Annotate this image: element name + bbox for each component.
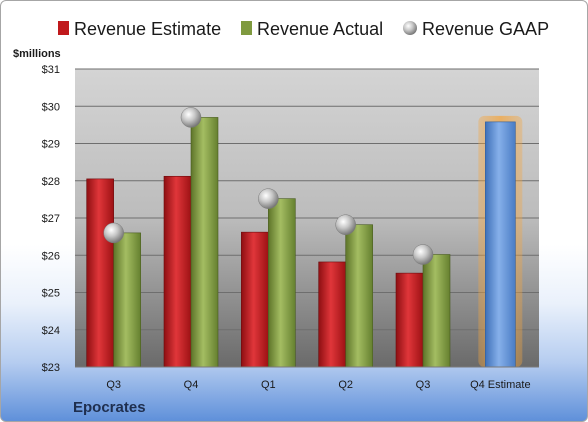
y-tick-label: $29 [42,139,60,151]
bar-revenue-estimate [163,175,192,368]
marker-revenue-gaap [103,222,124,244]
legend-label-estimate: Revenue Estimate [74,19,221,39]
y-tick-label: $23 [42,362,60,374]
bar-revenue-estimate [86,178,114,368]
legend-label-gaap: Revenue GAAP [422,19,549,39]
bar-revenue-actual [422,254,451,368]
x-tick-label: Q2 [338,379,353,391]
gaap-markers [103,107,434,265]
legend-swatch-actual [241,21,252,35]
company-name: Epocrates [73,399,146,416]
bar-revenue-estimate [318,261,346,368]
bar-revenue-actual [268,198,296,368]
bar-revenue-forecast [485,121,516,368]
x-tick-label: Q3 [416,379,431,391]
bar-revenue-actual [345,224,373,368]
bars [86,115,523,368]
y-tick-label: $26 [42,250,60,262]
legend-item-actual: Revenue Actual [241,19,383,39]
legend-item-gaap: Revenue GAAP [403,19,549,39]
legend-item-estimate: Revenue Estimate [58,19,221,39]
bar-revenue-actual [113,232,141,368]
y-tick-label: $24 [42,325,60,337]
legend-swatch-estimate [58,21,69,35]
marker-revenue-gaap [412,244,434,265]
bar-revenue-actual [190,117,219,368]
x-axis: Q3 Q4 Q1 Q2 Q3 Q4 Estimate [106,379,530,391]
x-tick-label: Q4 Estimate [470,379,531,391]
legend: Revenue Estimate Revenue Actual Revenue … [58,19,549,39]
marker-revenue-gaap [258,188,279,209]
y-axis-unit-label: $millions [13,48,61,60]
bar-revenue-estimate [395,272,424,368]
bar-revenue-estimate [241,231,269,368]
legend-label-actual: Revenue Actual [257,19,383,39]
y-tick-label: $28 [42,176,60,188]
x-tick-label: Q1 [261,379,276,391]
marker-revenue-gaap [180,107,202,128]
x-tick-label: Q4 [184,379,199,391]
marker-revenue-gaap [335,214,356,235]
y-axis: $23 $24 $25 $26 $27 $28 $29 $30 $31 [42,64,60,374]
y-tick-label: $25 [42,288,60,300]
y-tick-label: $30 [42,101,60,113]
y-tick-label: $27 [42,213,60,225]
x-tick-label: Q3 [106,379,121,391]
y-tick-label: $31 [42,64,60,76]
legend-marker-gaap [403,21,417,35]
